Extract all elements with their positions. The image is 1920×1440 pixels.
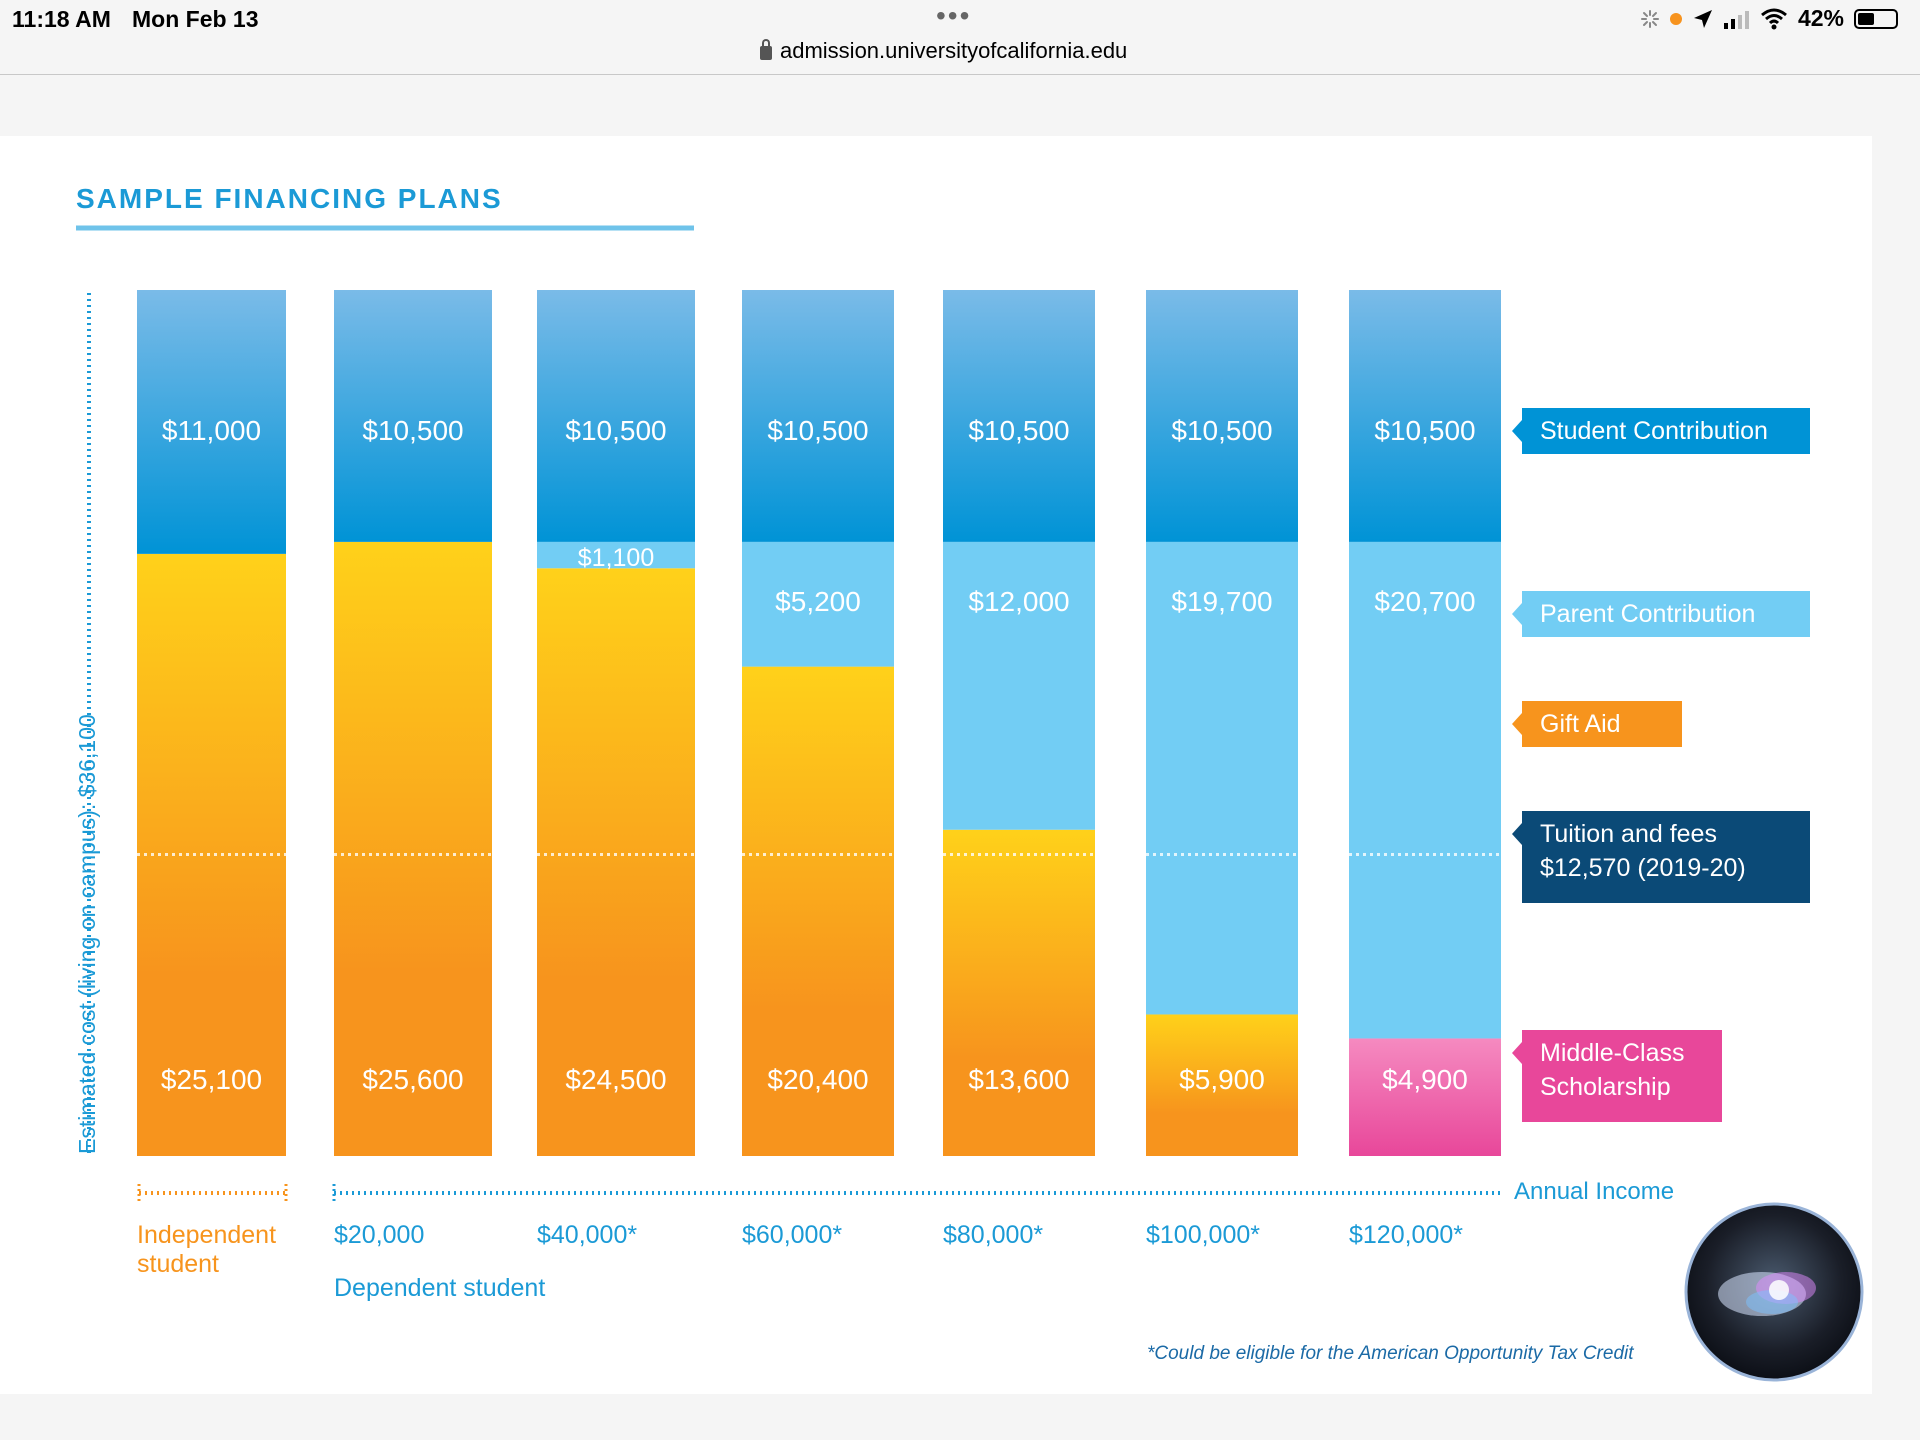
- legend-box-tuition: [1522, 811, 1810, 903]
- data-label-gift-aid: $25,600: [362, 1064, 463, 1095]
- legend-pointer-mcs: [1512, 1042, 1522, 1064]
- x-tick-labels: $20,000 $40,000* $60,000* $80,000* $100,000*…: [334, 1221, 1463, 1249]
- status-indicators: 42%: [1640, 5, 1898, 32]
- battery-percent: 42%: [1797, 5, 1844, 31]
- footnote: *Could be eligible for the American Oppo…: [1147, 1343, 1634, 1364]
- x-tick-label: $40,000*: [537, 1221, 637, 1249]
- legend-box-gift: [1522, 701, 1682, 747]
- bar-segment-gift-aid: [742, 666, 894, 1156]
- bar-segment-parent: [943, 541, 1095, 830]
- legend-pointer-gift: [1512, 713, 1522, 735]
- bar-segment-student: [742, 290, 894, 542]
- status-time: 11:18 AM: [12, 6, 111, 32]
- status-bar: 11:18 AM Mon Feb 13 ••• admission.univer…: [0, 0, 1920, 75]
- loading-spinner-icon: [1640, 9, 1659, 28]
- siri-orb-icon[interactable]: [1684, 1202, 1864, 1382]
- bar-segment-parent: [537, 541, 695, 569]
- independent-label-line1: Independent: [137, 1221, 276, 1249]
- battery-icon: [1854, 8, 1898, 29]
- bar-segment-parent: [742, 541, 894, 667]
- bar-segment-gift-aid: [1146, 1014, 1298, 1156]
- legend: Student Contribution Parent Contribution G…: [1512, 408, 1810, 1122]
- wifi-icon: [1760, 8, 1787, 29]
- chart-title: SAMPLE FINANCING PLANS: [76, 183, 503, 214]
- bar-segment-gift-aid: [943, 829, 1095, 1156]
- data-label-parent: $20,700: [1374, 586, 1475, 617]
- data-label-gift-aid: $25,100: [161, 1064, 262, 1095]
- x-tick-label: $100,000*: [1146, 1221, 1260, 1249]
- status-date: Mon Feb 13: [132, 6, 259, 32]
- multitasking-dots-icon[interactable]: •••: [936, 0, 972, 31]
- legend-label-tuition: $12,570 (2019-20): [1540, 854, 1746, 882]
- legend-label-mcs: Middle-Class: [1540, 1039, 1684, 1067]
- location-arrow-icon: [1693, 9, 1712, 28]
- data-label-parent: $19,700: [1171, 586, 1272, 617]
- legend-label-mcs: Scholarship: [1540, 1073, 1671, 1101]
- data-label-parent: $12,000: [968, 586, 1069, 617]
- data-label-student: $10,500: [565, 415, 666, 446]
- chart-card: SAMPLE FINANCING PLANS Estimated cost (l…: [0, 136, 1872, 1394]
- legend-box-mcs: [1522, 1030, 1722, 1122]
- bar-segment-parent: [1349, 541, 1501, 1039]
- bar-segment-gift-aid: [137, 553, 286, 1156]
- y-axis-label: Estimated cost (living on campus): $36,1…: [74, 714, 100, 1154]
- bar-segment-student: [537, 290, 695, 542]
- bars: $25,100 $11,000 $25,600 $10,500 $24,500 $1,10…: [137, 290, 1501, 1156]
- legend-pointer-student: [1512, 420, 1522, 442]
- legend-label-parent: Parent Contribution: [1540, 600, 1755, 628]
- mic-in-use-dot-icon: [1669, 12, 1682, 25]
- data-label-parent: $5,200: [775, 586, 861, 617]
- x-tick-label: $80,000*: [943, 1221, 1043, 1249]
- data-label-student: $10,500: [968, 415, 1069, 446]
- bar-segment-mcs: [1349, 1038, 1501, 1156]
- data-label-student: $11,000: [162, 415, 261, 446]
- x-tick-label: $120,000*: [1349, 1221, 1463, 1249]
- x-tick-label: $60,000*: [742, 1221, 842, 1249]
- address-bar[interactable]: admission.universityofcalifornia.edu: [760, 38, 1127, 64]
- data-label-gift-aid: $5,900: [1179, 1064, 1265, 1095]
- legend-pointer-tuition: [1512, 823, 1522, 845]
- dependent-label: Dependent student: [334, 1274, 545, 1302]
- data-label-student: $10,500: [1171, 415, 1272, 446]
- legend-label-gift: Gift Aid: [1540, 710, 1621, 738]
- bar-segment-student: [137, 290, 286, 554]
- legend-label-student: Student Contribution: [1540, 417, 1768, 445]
- legend-label-tuition: Tuition and fees: [1540, 820, 1717, 848]
- bar-segment-gift-aid: [537, 568, 695, 1156]
- data-label-student: $10,500: [362, 415, 463, 446]
- url-text: admission.universityofcalifornia.edu: [780, 38, 1128, 63]
- bar-segment-gift-aid: [334, 541, 492, 1156]
- x-axis-label: Annual Income: [1514, 1178, 1674, 1205]
- legend-pointer-parent: [1512, 603, 1522, 625]
- x-tick-label: $20,000: [334, 1221, 424, 1249]
- bar-segment-student: [943, 290, 1095, 542]
- financing-chart: SAMPLE FINANCING PLANS Estimated cost (l…: [74, 183, 1872, 1394]
- bar-segment-student: [1349, 290, 1501, 542]
- data-label-mcs: $4,900: [1382, 1064, 1468, 1095]
- data-label-student: $10,500: [1374, 415, 1475, 446]
- legend-box-parent: [1522, 591, 1810, 637]
- data-label-parent: $1,100: [578, 544, 654, 572]
- bar-segment-student: [1146, 290, 1298, 542]
- data-label-student: $10,500: [767, 415, 868, 446]
- data-label-gift-aid: $20,400: [767, 1064, 868, 1095]
- bar-segment-parent: [1146, 541, 1298, 1015]
- independent-label-line2: student: [137, 1250, 219, 1278]
- data-label-gift-aid: $13,600: [968, 1064, 1069, 1095]
- signal-icon: [1723, 10, 1749, 29]
- lock-icon: [760, 39, 772, 60]
- data-label-gift-aid: $24,500: [565, 1064, 666, 1095]
- bar-segment-student: [334, 290, 492, 542]
- legend-box-student: [1522, 408, 1810, 454]
